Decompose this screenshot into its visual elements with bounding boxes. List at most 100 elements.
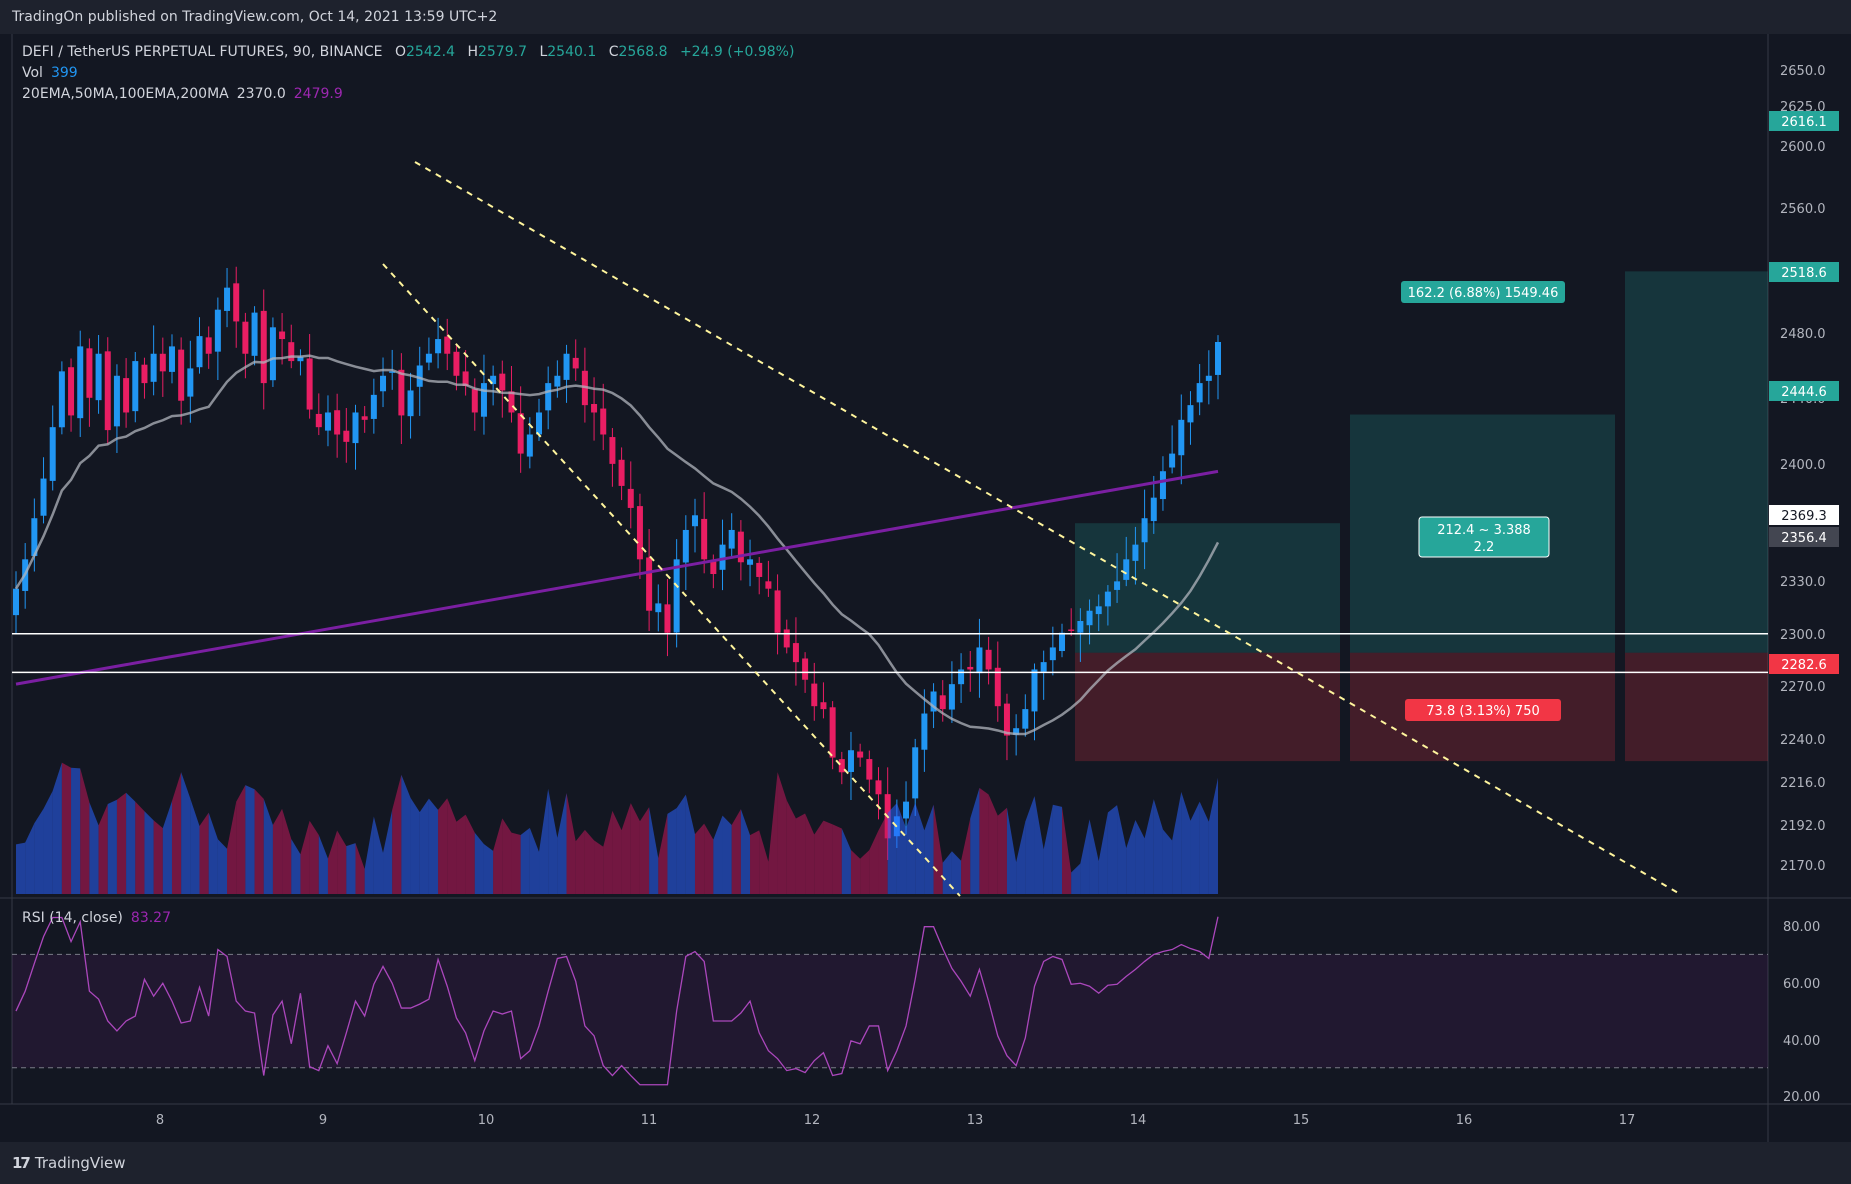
candle-body — [315, 413, 322, 428]
rsi-label[interactable]: RSI (14, close) — [22, 910, 123, 926]
candle-body — [875, 780, 882, 795]
volume-bar — [61, 762, 72, 894]
candle-body — [324, 412, 331, 431]
volume-bar — [823, 820, 833, 894]
volume-bar — [869, 830, 879, 894]
candle-body — [13, 588, 19, 616]
candle-body — [205, 337, 212, 354]
candle-body — [1178, 419, 1185, 456]
candle-body — [462, 371, 469, 387]
candle-body — [994, 667, 1001, 707]
volume-bar — [575, 829, 585, 894]
volume-bar — [860, 850, 870, 894]
candle-body — [425, 353, 432, 363]
volume-bar — [89, 802, 99, 894]
candle-body — [774, 590, 781, 633]
volume-bar — [337, 830, 347, 894]
candle-body — [545, 383, 552, 411]
ma-legend[interactable]: 20EMA,50MA,100EMA,200MA 2370.0 2479.9 — [22, 86, 351, 102]
symbol-legend[interactable]: DEFI / TetherUS PERPETUAL FUTURES, 90, B… — [22, 44, 802, 60]
candle-body — [49, 427, 56, 481]
price-tag-bg — [1769, 527, 1839, 547]
change-value: +24.9 (+0.98%) — [679, 44, 795, 60]
candle-body — [857, 751, 864, 758]
ma-label[interactable]: 20EMA,50MA,100EMA,200MA — [22, 86, 229, 102]
candle-body — [224, 287, 231, 311]
price-tag-bg — [1769, 381, 1839, 401]
time-tick: 10 — [478, 1113, 495, 1128]
candle-body — [1095, 606, 1102, 615]
target-label-bg — [1401, 281, 1565, 303]
rsi-legend[interactable]: RSI (14, close) 83.27 — [22, 910, 179, 926]
volume-bar — [208, 812, 218, 894]
candle-body — [976, 647, 983, 674]
chart-frame[interactable]: 162.2 (6.88%) 1549.46 73.8 (3.13%) 750 212… — [0, 34, 1851, 1142]
candle-body — [416, 365, 423, 387]
volume-legend[interactable]: Vol 399 — [22, 65, 86, 81]
volume-bar — [1172, 791, 1182, 894]
volume-bar — [896, 803, 907, 894]
candle-body — [719, 544, 726, 570]
rsi-tick: 40.00 — [1783, 1034, 1820, 1049]
volume-bar — [1025, 796, 1035, 894]
volume-bar — [291, 838, 301, 894]
volume-bar — [603, 810, 613, 894]
volume-bar — [1071, 863, 1081, 894]
stop-zone-1 — [1075, 652, 1340, 762]
tradingview-brand: TradingView — [34, 1154, 126, 1172]
candle-body — [380, 375, 387, 392]
open-label: O — [394, 44, 406, 60]
volume-bar — [144, 811, 154, 894]
volume-bar — [1052, 804, 1063, 894]
publisher-bar: TradingOn published on TradingView.com, … — [0, 0, 1851, 34]
volume-bar — [373, 816, 384, 894]
volume-bar — [364, 816, 374, 894]
stop-zone-3 — [1625, 652, 1768, 762]
time-tick: 17 — [1619, 1113, 1636, 1128]
price-tag-bg — [1769, 262, 1839, 282]
time-tick: 8 — [156, 1113, 164, 1128]
candle-body — [214, 309, 221, 352]
volume-bar — [43, 790, 53, 894]
volume-bar — [850, 849, 861, 894]
candle-body — [682, 529, 689, 563]
candle-body — [141, 364, 148, 384]
volume-bar — [997, 807, 1007, 894]
volume-bar — [1043, 804, 1053, 894]
ma-value-2: 2479.9 — [293, 86, 343, 102]
volume-bar — [887, 803, 897, 894]
candle-body — [948, 684, 955, 710]
candle-body — [1086, 610, 1093, 626]
candle-body — [480, 383, 487, 417]
volume-label[interactable]: Vol — [22, 65, 43, 81]
volume-bar — [1144, 799, 1154, 894]
candle-body — [196, 336, 203, 368]
candle-body — [701, 518, 708, 560]
candle-body — [490, 375, 497, 385]
volume-bar — [566, 793, 576, 894]
volume-bar — [410, 797, 420, 894]
rsi-tick: 80.00 — [1783, 920, 1820, 935]
candle-body — [765, 581, 772, 589]
open-value: 2542.4 — [406, 44, 455, 60]
volume-bar — [1034, 796, 1044, 894]
volume-bar — [1190, 801, 1200, 894]
candle-body — [260, 310, 267, 384]
candle-body — [40, 478, 47, 516]
candle-body — [168, 346, 175, 372]
volume-bar — [428, 798, 439, 894]
symbol-name[interactable]: DEFI / TetherUS PERPETUAL FUTURES, 90, B… — [22, 44, 383, 60]
candle-body — [829, 707, 836, 758]
candle-body — [361, 416, 368, 420]
chart-canvas[interactable]: 162.2 (6.88%) 1549.46 73.8 (3.13%) 750 212… — [0, 34, 1851, 1142]
candle-body — [279, 331, 286, 340]
volume-bar — [951, 851, 962, 894]
candle-body — [233, 283, 240, 322]
candle-body — [77, 346, 84, 419]
candle-body — [866, 759, 873, 780]
tradingview-logo[interactable]: 17 TradingView — [12, 1154, 126, 1172]
candle-body — [1114, 581, 1121, 590]
candle-body — [159, 353, 166, 372]
candle-body — [334, 410, 341, 435]
volume-bar — [392, 774, 402, 894]
